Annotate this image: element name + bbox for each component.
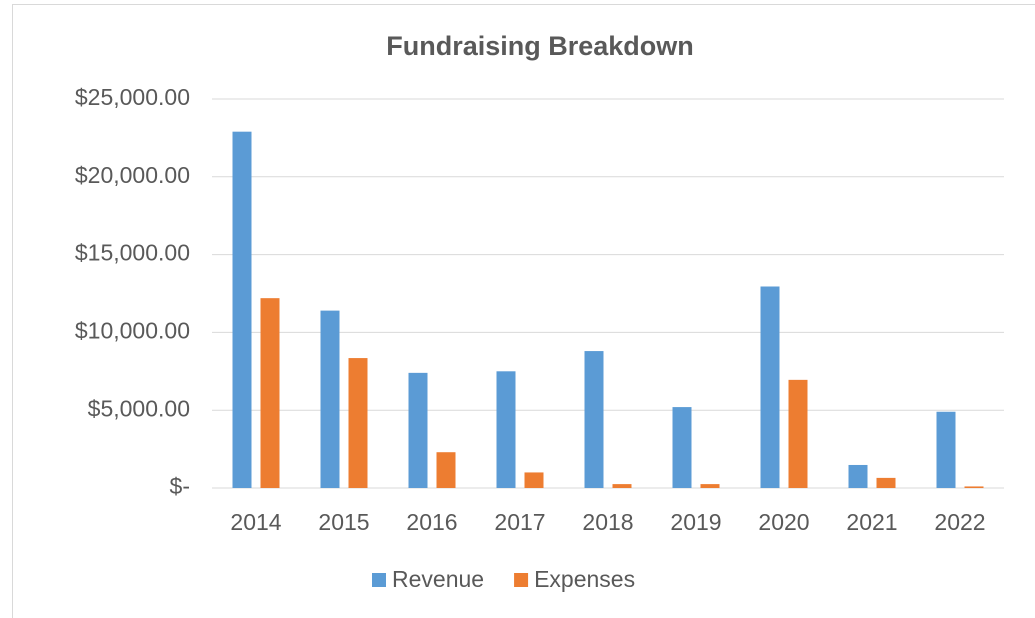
x-tick-label: 2016: [406, 509, 457, 535]
bar: [700, 484, 720, 488]
y-tick-label: $20,000.00: [75, 162, 190, 188]
bar: [788, 379, 808, 488]
bar: [964, 486, 984, 488]
bar: [436, 452, 456, 488]
bar: [320, 310, 340, 488]
bar: [936, 411, 956, 488]
bar: [260, 298, 280, 488]
y-tick-label: $25,000.00: [75, 84, 190, 110]
y-tick-label: $5,000.00: [88, 395, 190, 421]
legend-label: Expenses: [534, 566, 635, 592]
bar: [496, 371, 516, 488]
y-tick-label: $15,000.00: [75, 240, 190, 266]
bar: [612, 484, 632, 488]
x-tick-label: 2020: [758, 509, 809, 535]
chart-frame: [12, 4, 1035, 618]
bar: [584, 351, 604, 488]
bar: [848, 464, 868, 488]
legend-label: Revenue: [392, 566, 484, 592]
x-tick-label: 2014: [230, 509, 281, 535]
x-tick-label: 2018: [582, 509, 633, 535]
bar: [348, 358, 368, 488]
bar: [232, 131, 252, 488]
y-tick-label: $-: [170, 473, 190, 499]
chart-title: Fundraising Breakdown: [386, 31, 694, 61]
legend-swatch: [372, 573, 386, 587]
x-tick-label: 2019: [670, 509, 721, 535]
bar: [876, 477, 896, 488]
bar: [524, 472, 544, 488]
x-tick-label: 2015: [318, 509, 369, 535]
x-tick-label: 2021: [846, 509, 897, 535]
legend-swatch: [514, 573, 529, 587]
x-tick-label: 2017: [494, 509, 545, 535]
bar: [672, 407, 692, 488]
bar: [408, 372, 428, 488]
bar: [760, 286, 780, 488]
y-tick-label: $10,000.00: [75, 317, 190, 343]
x-tick-label: 2022: [934, 509, 985, 535]
